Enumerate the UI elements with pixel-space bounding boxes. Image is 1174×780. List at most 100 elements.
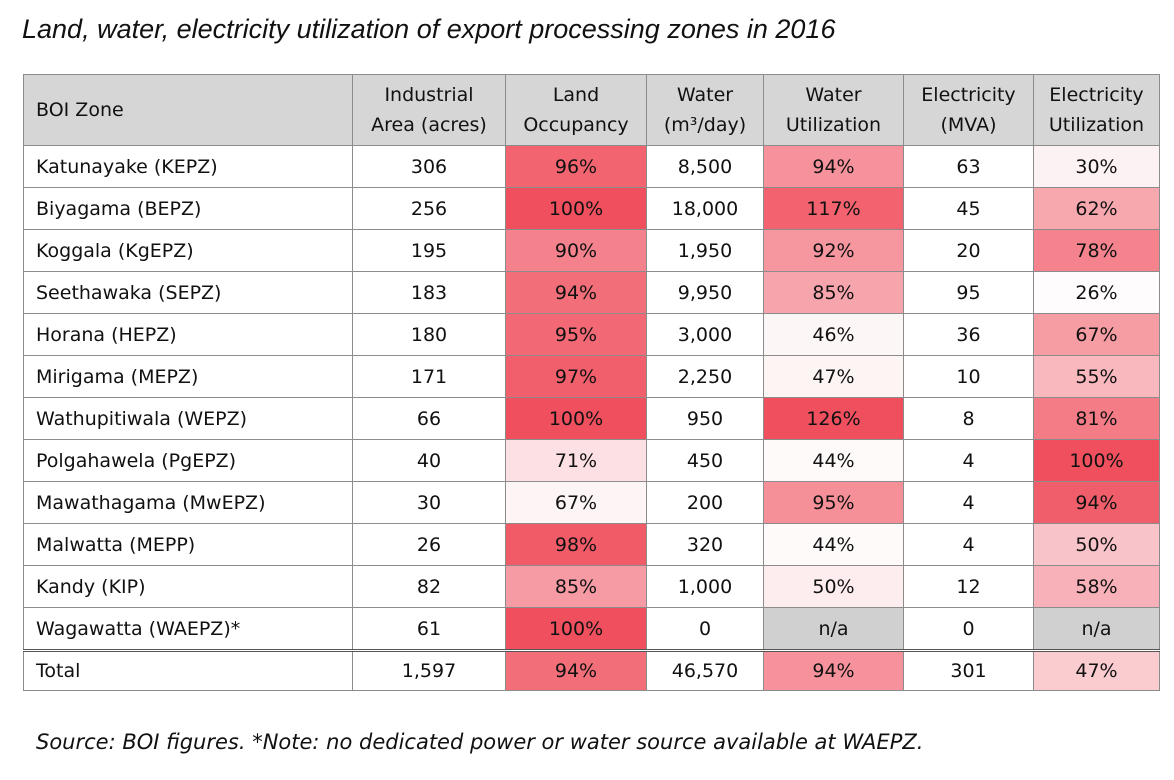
electricity-utilization-cell: 78% xyxy=(1033,229,1160,272)
zone-name-cell: Seethawaka (SEPZ) xyxy=(23,271,353,314)
header-row: BOI Zone Industrial Area (acres) Land Occupa… xyxy=(23,74,1160,146)
table-row: Biyagama (BEPZ) 256 100% 18,000 117% 45 62% xyxy=(23,187,1160,230)
column-header-industrial-area: Industrial Area (acres) xyxy=(352,74,506,146)
column-header-line: Water xyxy=(676,84,734,106)
electricity-utilization-cell: 26% xyxy=(1033,271,1160,314)
electricity-utilization-cell: 62% xyxy=(1033,187,1160,230)
industrial-area-cell: 30 xyxy=(352,481,506,524)
electricity-utilization-cell: 81% xyxy=(1033,397,1160,440)
land-occupancy-cell: 85% xyxy=(505,565,647,608)
column-header-line: BOI Zone xyxy=(36,99,124,121)
column-header-line: Area (acres) xyxy=(371,114,487,136)
zone-name-cell: Polgahawela (PgEPZ) xyxy=(23,439,353,482)
electricity-cell: 8 xyxy=(903,397,1034,440)
total-row: Total 1,597 94% 46,570 94% 301 47% xyxy=(23,649,1160,691)
industrial-area-cell: 180 xyxy=(352,313,506,356)
zone-name-cell: Mirigama (MEPZ) xyxy=(23,355,353,398)
industrial-area-cell: 256 xyxy=(352,187,506,230)
water-cell: 200 xyxy=(646,481,764,524)
water-cell: 320 xyxy=(646,523,764,566)
zone-name-cell: Kandy (KIP) xyxy=(23,565,353,608)
column-header-water: Water (m³/day) xyxy=(646,74,764,146)
water-utilization-cell: 126% xyxy=(763,397,904,440)
land-occupancy-cell: 97% xyxy=(505,355,647,398)
land-occupancy-cell: 67% xyxy=(505,481,647,524)
zone-name-cell: Wagawatta (WAEPZ)* xyxy=(23,607,353,651)
column-header-zone: BOI Zone xyxy=(23,74,353,146)
electricity-cell: 36 xyxy=(903,313,1034,356)
zone-name-cell: Wathupitiwala (WEPZ) xyxy=(23,397,353,440)
industrial-area-cell: 26 xyxy=(352,523,506,566)
zone-name-cell: Koggala (KgEPZ) xyxy=(23,229,353,272)
electricity-cell: 4 xyxy=(903,523,1034,566)
water-utilization-cell: 50% xyxy=(763,565,904,608)
water-cell: 950 xyxy=(646,397,764,440)
water-utilization-cell: 95% xyxy=(763,481,904,524)
column-header-line: Electricity xyxy=(1049,84,1144,106)
industrial-area-cell: 61 xyxy=(352,607,506,651)
electricity-utilization-cell: n/a xyxy=(1033,607,1160,651)
column-header-electricity: Electricity (MVA) xyxy=(903,74,1034,146)
water-cell: 1,000 xyxy=(646,565,764,608)
table-row: Katunayake (KEPZ) 306 96% 8,500 94% 63 30% xyxy=(23,145,1160,188)
water-cell: 3,000 xyxy=(646,313,764,356)
industrial-area-cell: 1,597 xyxy=(352,649,506,691)
water-cell: 0 xyxy=(646,607,764,651)
column-header-line: Water xyxy=(805,84,862,106)
water-utilization-cell: 117% xyxy=(763,187,904,230)
table-row: Wagawatta (WAEPZ)* 61 100% 0 n/a 0 n/a xyxy=(23,607,1160,651)
electricity-utilization-cell: 58% xyxy=(1033,565,1160,608)
industrial-area-cell: 40 xyxy=(352,439,506,482)
land-occupancy-cell: 94% xyxy=(505,649,647,691)
water-utilization-cell: 94% xyxy=(763,649,904,691)
land-occupancy-cell: 95% xyxy=(505,313,647,356)
land-occupancy-cell: 100% xyxy=(505,397,647,440)
table-row: Horana (HEPZ) 180 95% 3,000 46% 36 67% xyxy=(23,313,1160,356)
electricity-utilization-cell: 47% xyxy=(1033,649,1160,691)
table-row: Mirigama (MEPZ) 171 97% 2,250 47% 10 55% xyxy=(23,355,1160,398)
table-row: Kandy (KIP) 82 85% 1,000 50% 12 58% xyxy=(23,565,1160,608)
electricity-cell: 0 xyxy=(903,607,1034,651)
column-header-line: Land xyxy=(552,84,600,106)
zone-name-cell: Horana (HEPZ) xyxy=(23,313,353,356)
table-row: Mawathagama (MwEPZ) 30 67% 200 95% 4 94% xyxy=(23,481,1160,524)
column-header-land-occupancy: Land Occupancy xyxy=(505,74,647,146)
industrial-area-cell: 171 xyxy=(352,355,506,398)
industrial-area-cell: 306 xyxy=(352,145,506,188)
water-cell: 9,950 xyxy=(646,271,764,314)
water-utilization-cell: n/a xyxy=(763,607,904,651)
land-occupancy-cell: 96% xyxy=(505,145,647,188)
table-row: Wathupitiwala (WEPZ) 66 100% 950 126% 8 81% xyxy=(23,397,1160,440)
table-row: Malwatta (MEPP) 26 98% 320 44% 4 50% xyxy=(23,523,1160,566)
water-cell: 18,000 xyxy=(646,187,764,230)
electricity-utilization-cell: 55% xyxy=(1033,355,1160,398)
epz-utilization-table: BOI Zone Industrial Area (acres) Land Occupa… xyxy=(23,74,1160,691)
land-occupancy-cell: 71% xyxy=(505,439,647,482)
electricity-cell: 95 xyxy=(903,271,1034,314)
industrial-area-cell: 82 xyxy=(352,565,506,608)
electricity-cell: 10 xyxy=(903,355,1034,398)
land-occupancy-cell: 94% xyxy=(505,271,647,314)
electricity-cell: 20 xyxy=(903,229,1034,272)
electricity-cell: 45 xyxy=(903,187,1034,230)
column-header-electricity-utilization: Electricity Utilization xyxy=(1033,74,1160,146)
table-row: Polgahawela (PgEPZ) 40 71% 450 44% 4 100% xyxy=(23,439,1160,482)
water-cell: 1,950 xyxy=(646,229,764,272)
electricity-cell: 4 xyxy=(903,481,1034,524)
zone-name-cell: Total xyxy=(23,649,353,691)
electricity-utilization-cell: 30% xyxy=(1033,145,1160,188)
industrial-area-cell: 66 xyxy=(352,397,506,440)
table-row: Seethawaka (SEPZ) 183 94% 9,950 85% 95 26% xyxy=(23,271,1160,314)
zone-name-cell: Malwatta (MEPP) xyxy=(23,523,353,566)
water-cell: 450 xyxy=(646,439,764,482)
industrial-area-cell: 195 xyxy=(352,229,506,272)
zone-name-cell: Mawathagama (MwEPZ) xyxy=(23,481,353,524)
land-occupancy-cell: 100% xyxy=(505,187,647,230)
column-header-line: Utilization xyxy=(785,114,882,136)
water-utilization-cell: 47% xyxy=(763,355,904,398)
water-utilization-cell: 44% xyxy=(763,523,904,566)
source-footnote: Source: BOI figures. *Note: no dedicated… xyxy=(36,730,924,754)
electricity-utilization-cell: 100% xyxy=(1033,439,1160,482)
electricity-cell: 4 xyxy=(903,439,1034,482)
land-occupancy-cell: 100% xyxy=(505,607,647,651)
